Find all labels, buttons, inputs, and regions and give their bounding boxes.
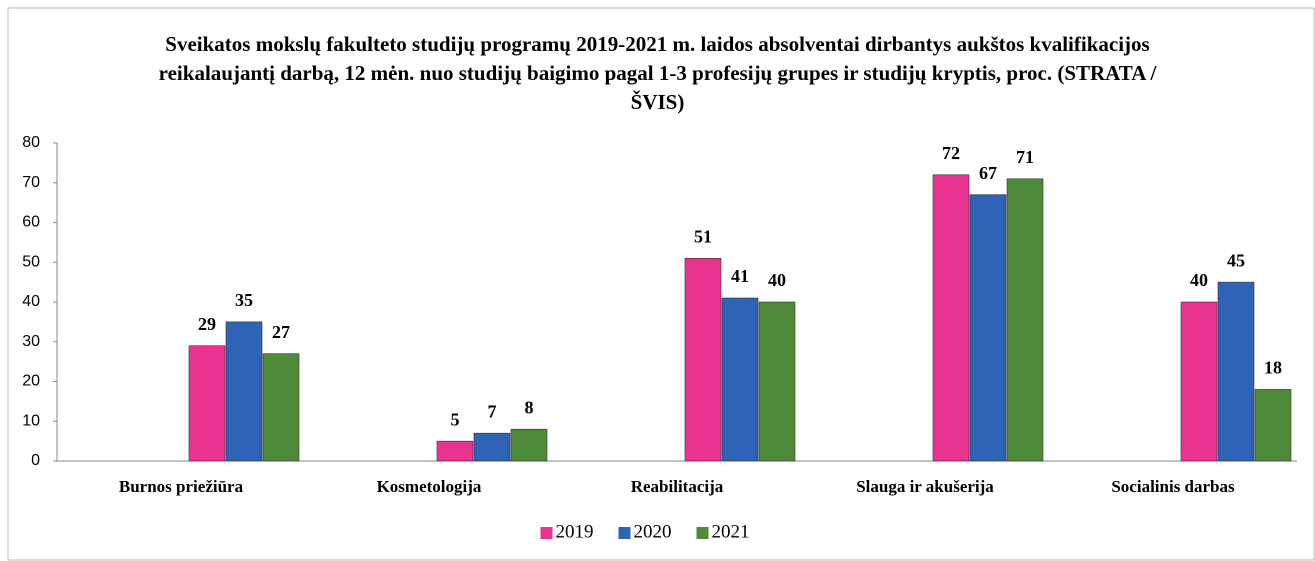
bar <box>188 345 226 462</box>
legend-label: 2020 <box>634 521 672 542</box>
bar <box>721 297 759 462</box>
data-label: 35 <box>235 290 253 310</box>
x-tick-label: Socialinis darbas <box>1111 477 1235 496</box>
bar <box>1217 281 1255 462</box>
bar <box>436 440 474 462</box>
data-label: 27 <box>272 322 290 342</box>
bar <box>262 353 300 462</box>
bar <box>1254 389 1292 462</box>
legend-label: 2021 <box>712 521 750 542</box>
data-label: 45 <box>1227 250 1245 270</box>
data-label: 7 <box>488 401 497 421</box>
data-label: 40 <box>768 270 786 290</box>
y-tick-label: 10 <box>22 412 40 429</box>
legend-swatch <box>696 527 709 539</box>
legend-swatch <box>540 527 553 539</box>
bar <box>1180 301 1218 462</box>
data-label: 18 <box>1264 358 1282 378</box>
y-tick-label: 60 <box>22 214 40 231</box>
bar <box>225 321 263 462</box>
bar <box>1006 178 1044 462</box>
chart-title: Sveikatos mokslų fakulteto studijų progr… <box>158 32 1157 114</box>
legend-label: 2019 <box>556 521 594 542</box>
legend-swatch <box>618 527 631 539</box>
bar <box>932 174 970 462</box>
data-label: 5 <box>451 409 460 429</box>
y-tick-label: 0 <box>31 452 40 469</box>
x-tick-label: Slauga ir akušerija <box>856 477 994 496</box>
data-label: 67 <box>979 163 997 183</box>
x-tick-label: Reabilitacija <box>631 477 724 496</box>
y-tick-label: 50 <box>22 253 40 270</box>
y-tick-label: 80 <box>22 134 40 151</box>
x-tick-label: Burnos priežiūra <box>119 477 244 496</box>
border <box>7 7 1315 561</box>
bar <box>510 428 548 462</box>
bar <box>969 194 1007 462</box>
bar <box>684 257 722 462</box>
bar <box>758 301 796 462</box>
y-tick-label: 30 <box>22 333 40 350</box>
data-label: 40 <box>1190 270 1208 290</box>
bar <box>473 432 511 462</box>
data-label: 41 <box>731 266 749 286</box>
data-label: 71 <box>1016 147 1034 167</box>
data-label: 8 <box>525 397 534 417</box>
x-tick-label: Kosmetologija <box>377 477 482 496</box>
y-tick-label: 70 <box>22 174 40 191</box>
data-label: 29 <box>198 314 216 334</box>
y-tick-label: 40 <box>22 293 40 310</box>
data-label: 51 <box>694 226 712 246</box>
y-tick-label: 20 <box>22 373 40 390</box>
data-label: 72 <box>942 143 960 163</box>
